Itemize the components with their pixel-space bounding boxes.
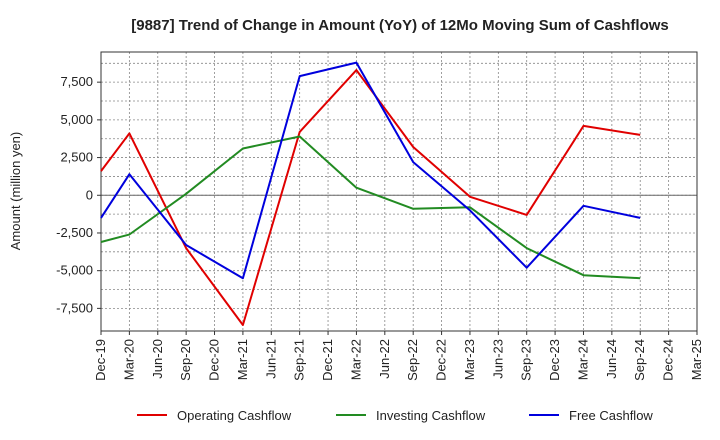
x-tick-label: Mar-20 [121,339,136,380]
plot-area: -7,500 -5,000 -2,500 0 2,500 5,000 7,500 Dec-19… [56,51,704,381]
y-tick-label: 2,500 [60,150,93,165]
legend-label-free-cashflow: Free Cashflow [569,408,653,423]
y-tick-label: 0 [86,187,93,202]
x-tick-label: Sep-22 [405,339,420,381]
x-tick-label: Mar-21 [235,339,250,380]
y-tick-label: -7,500 [56,300,93,315]
x-tick-label: Mar-24 [575,339,590,380]
x-tick-label: Dec-23 [547,339,562,381]
x-tick-label: Jun-24 [604,339,619,379]
legend: Operating Cashflow Investing Cashflow Free… [137,408,653,423]
x-tick-label: Mar-23 [462,339,477,380]
x-tick-label: Jun-23 [490,339,505,379]
x-tick-label: Jun-20 [150,339,165,379]
x-tick-label: Dec-24 [661,339,676,381]
x-tick-label: Mar-25 [689,339,704,380]
x-tick-label: Jun-22 [377,339,392,379]
x-tick-label: Dec-19 [93,339,108,381]
plot-frame [100,51,698,332]
y-tick-label: 7,500 [60,74,93,89]
legend-label-investing-cashflow: Investing Cashflow [376,408,486,423]
x-tick-label: Sep-20 [178,339,193,381]
x-tick-label: Mar-22 [348,339,363,380]
y-tick-label: 5,000 [60,112,93,127]
chart-title: [9887] Trend of Change in Amount (YoY) o… [131,17,669,34]
series-line-free-cashflow [100,61,641,280]
x-tick-label: Sep-21 [292,339,307,381]
y-axis-label: Amount (million yen) [8,132,23,251]
x-tick-label: Sep-24 [632,339,647,381]
y-tick-label: -5,000 [56,263,93,278]
x-tick-label: Dec-20 [207,339,222,381]
legend-label-operating-cashflow: Operating Cashflow [177,408,292,423]
series-line-operating-cashflow [100,69,641,326]
x-tick-label: Dec-22 [434,339,449,381]
x-tick-label: Jun-21 [263,339,278,379]
x-tick-label: Sep-23 [519,339,534,381]
x-tick-label: Dec-21 [320,339,335,381]
series-line-investing-cashflow [100,135,641,280]
y-tick-label: -2,500 [56,225,93,240]
